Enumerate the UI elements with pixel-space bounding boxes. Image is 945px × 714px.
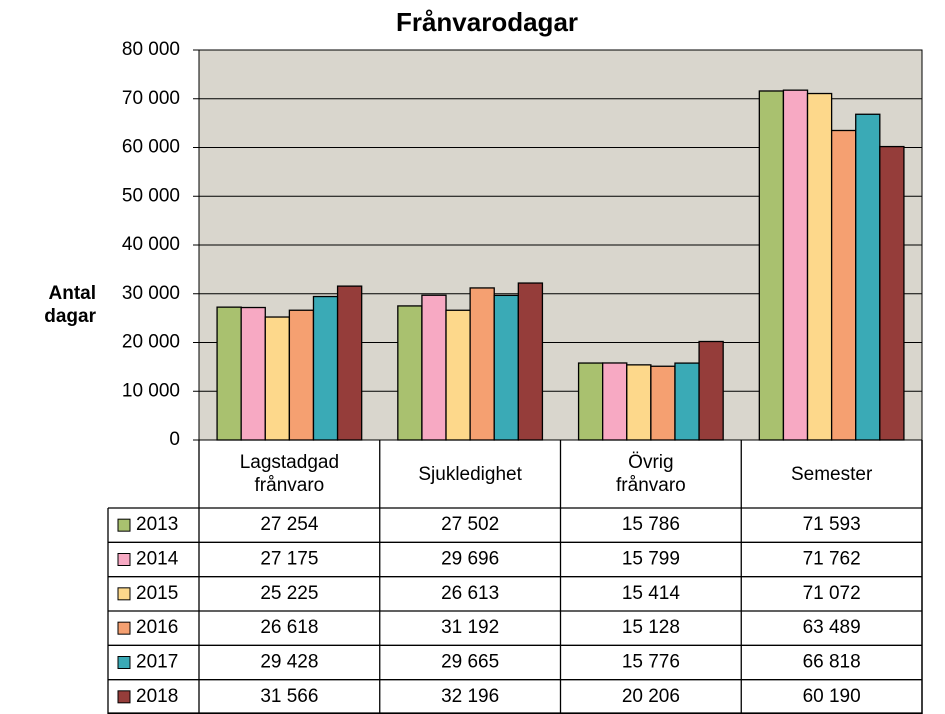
bar [577, 362, 604, 441]
category-cell: Sjukledighet [380, 440, 561, 508]
legend-label: 2016 [136, 617, 178, 638]
table-value: 27 175 [260, 549, 318, 570]
legend-label: 2015 [136, 583, 178, 604]
table-value: 15 799 [622, 549, 680, 570]
table-value: 20 206 [622, 686, 680, 707]
bar [445, 309, 471, 441]
bar [879, 145, 905, 441]
y-axis-label: Antal dagar [44, 283, 96, 327]
x-tick-label: Övrig frånvaro [616, 452, 686, 496]
table-value: 31 192 [441, 617, 499, 638]
table-value: 26 613 [441, 583, 499, 604]
legend-label: 2013 [136, 514, 178, 535]
legend-swatch [117, 656, 131, 669]
table-value: 29 665 [441, 652, 499, 673]
category-cell: Lagstadgad frånvaro [199, 440, 380, 508]
legend-label: 2018 [136, 686, 178, 707]
bar [312, 295, 339, 441]
bar [626, 364, 652, 441]
table-value: 15 786 [622, 514, 680, 535]
bar [782, 89, 809, 441]
table-value: 71 072 [803, 583, 861, 604]
category-cell: Semester [741, 440, 922, 508]
bar [336, 285, 363, 441]
bar [493, 294, 519, 441]
y-tick-label: 80 000 [122, 39, 180, 60]
y-tick-label: 70 000 [122, 88, 180, 109]
bar [216, 306, 242, 441]
bar [240, 306, 266, 441]
table-value: 27 502 [441, 514, 499, 535]
category-cell: Övrig frånvaro [561, 440, 742, 508]
bar [517, 282, 544, 441]
bar [650, 365, 676, 441]
bar [288, 309, 315, 441]
table-value: 71 762 [803, 549, 861, 570]
table-value: 15 776 [622, 652, 680, 673]
category-wrap: Sjukledighet [380, 440, 561, 508]
y-tick-label: 50 000 [122, 185, 180, 206]
bar [855, 113, 881, 441]
x-tick-label: Sjukledighet [418, 463, 522, 485]
table-value: 63 489 [803, 617, 861, 638]
bar [421, 294, 447, 441]
y-tick-label: 40 000 [122, 234, 180, 255]
bar [830, 129, 857, 441]
bar [264, 316, 291, 441]
table-value: 15 128 [622, 617, 680, 638]
table-value: 71 593 [803, 514, 861, 535]
legend-label: 2017 [136, 652, 178, 673]
bar [469, 287, 495, 441]
bar [698, 340, 724, 441]
table-value: 60 190 [803, 686, 861, 707]
table-value: 31 566 [260, 686, 318, 707]
legend-swatch [117, 553, 131, 566]
category-wrap: Semester [741, 440, 922, 508]
bar [674, 362, 700, 441]
x-tick-label: Semester [790, 463, 873, 485]
y-tick-label: 0 [169, 429, 180, 450]
table-value: 26 618 [260, 617, 318, 638]
y-tick-label: 30 000 [122, 283, 180, 304]
table-value: 15 414 [622, 583, 681, 604]
table-value: 25 225 [260, 583, 318, 604]
category-wrap: Övrig frånvaro [561, 440, 742, 508]
legend-swatch [117, 587, 131, 601]
y-tick-label: 60 000 [122, 137, 180, 158]
legend-label: 2014 [136, 549, 179, 570]
legend-swatch [117, 690, 131, 704]
category-wrap: Lagstadgad frånvaro [199, 440, 380, 508]
chart-title: Frånvarodagar [396, 7, 578, 37]
table-value: 32 196 [441, 686, 499, 707]
table-value: 29 428 [260, 652, 318, 673]
y-tick-label: 20 000 [122, 332, 180, 353]
x-tick-label: Lagstadgad frånvaro [239, 452, 340, 496]
table-value: 29 696 [441, 549, 499, 570]
y-label-box: Antal dagar [44, 283, 96, 327]
y-tick-label: 10 000 [122, 380, 180, 401]
legend-swatch [117, 621, 131, 635]
bar [397, 305, 423, 441]
bar [602, 362, 628, 441]
bar [806, 92, 833, 441]
table-value: 27 254 [260, 514, 319, 535]
table-value: 66 818 [803, 652, 861, 673]
bar [758, 90, 785, 441]
legend-swatch [117, 518, 131, 532]
